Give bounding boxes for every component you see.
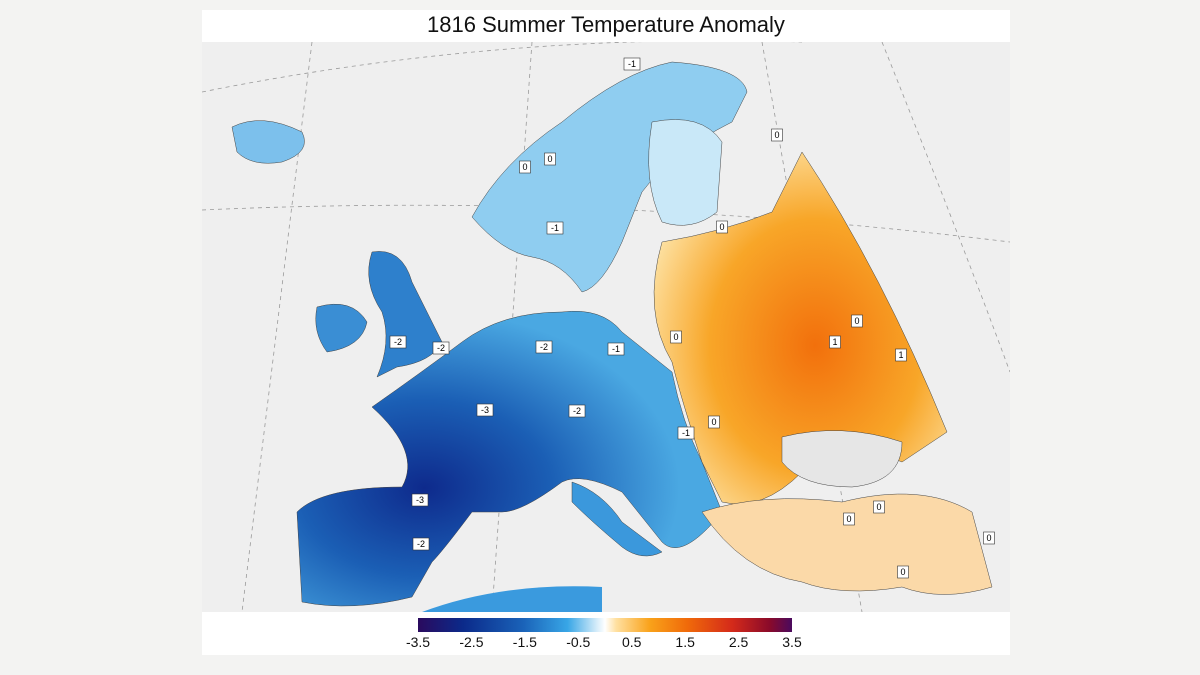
contour-label-text: 0 bbox=[673, 332, 678, 342]
contour-label-text: -1 bbox=[551, 223, 559, 233]
contour-label: 0 bbox=[873, 500, 885, 514]
contour-label: 0 bbox=[544, 152, 556, 166]
ireland bbox=[315, 303, 368, 353]
contour-label: 0 bbox=[708, 415, 720, 429]
contour-label-text: -2 bbox=[417, 539, 425, 549]
contour-label-text: 0 bbox=[900, 567, 905, 577]
europe-map: -1 0 0 0 -1 0 0 0 1 1 -2 -2 -2 -1 -3 -2 -1 0 -3 -2 0 0 0 0 bbox=[202, 42, 1010, 612]
contour-label: 0 bbox=[771, 128, 783, 142]
contour-label: -1 bbox=[623, 57, 641, 71]
western-europe bbox=[296, 311, 723, 607]
contour-label: -2 bbox=[389, 335, 407, 349]
north-africa bbox=[422, 586, 602, 612]
contour-label-text: 0 bbox=[774, 130, 779, 140]
contour-label-text: 0 bbox=[719, 222, 724, 232]
contour-label: 0 bbox=[716, 220, 728, 234]
contour-label-text: -2 bbox=[437, 343, 445, 353]
colorbar-tick-label: -1.5 bbox=[512, 634, 537, 650]
italy bbox=[571, 481, 663, 557]
contour-label-text: -3 bbox=[416, 495, 424, 505]
finland bbox=[648, 119, 723, 226]
colorbar-tick-label: 3.5 bbox=[782, 634, 802, 650]
contour-label-text: 0 bbox=[846, 514, 851, 524]
contour-label-text: -2 bbox=[540, 342, 548, 352]
colorbar-tick-label: -0.5 bbox=[566, 634, 591, 650]
contour-label-text: 1 bbox=[898, 350, 903, 360]
colorbar bbox=[418, 618, 792, 632]
contour-label: -3 bbox=[476, 403, 494, 417]
figure: 1816 Summer Temperature Anomaly bbox=[202, 10, 1010, 655]
contour-label: 0 bbox=[843, 512, 855, 526]
colorbar-tick-label: 2.5 bbox=[728, 634, 749, 650]
contour-label-text: -2 bbox=[394, 337, 402, 347]
contour-label: -1 bbox=[546, 221, 564, 235]
colorbar-tick-label: -2.5 bbox=[459, 634, 484, 650]
iceland bbox=[231, 120, 305, 164]
contour-label: 0 bbox=[519, 160, 531, 174]
contour-label: 0 bbox=[983, 531, 995, 545]
map-title: 1816 Summer Temperature Anomaly bbox=[427, 12, 785, 37]
contour-label-text: 0 bbox=[547, 154, 552, 164]
colorbar-tick-label: -3.5 bbox=[405, 634, 431, 650]
contour-label: -1 bbox=[607, 342, 625, 356]
great-britain bbox=[368, 251, 443, 378]
contour-label: -3 bbox=[411, 493, 429, 507]
contour-label-text: -1 bbox=[682, 428, 690, 438]
balkans-anatolia bbox=[701, 493, 993, 595]
contour-label: 0 bbox=[897, 565, 909, 579]
contour-label-text: 0 bbox=[876, 502, 881, 512]
contour-label: -1 bbox=[677, 426, 695, 440]
contour-label-text: -1 bbox=[612, 344, 620, 354]
contour-label: -2 bbox=[412, 537, 430, 551]
contour-label: -2 bbox=[535, 340, 553, 354]
contour-label-text: -2 bbox=[573, 406, 581, 416]
contour-label: 0 bbox=[670, 330, 682, 344]
contour-label: 1 bbox=[829, 335, 841, 349]
contour-label-text: 0 bbox=[711, 417, 716, 427]
colorbar-tick-label: 0.5 bbox=[621, 634, 642, 650]
contour-label-text: 0 bbox=[522, 162, 527, 172]
contour-label-text: -1 bbox=[628, 59, 636, 69]
contour-labels: -1 0 0 0 -1 0 0 0 1 1 -2 -2 -2 -1 -3 -2 -1 0 -3 -2 0 0 0 0 bbox=[389, 57, 995, 579]
black-sea bbox=[781, 430, 903, 488]
colorbar-tick-label: 1.5 bbox=[675, 634, 695, 650]
contour-label-text: 0 bbox=[986, 533, 991, 543]
contour-label: -2 bbox=[432, 341, 450, 355]
contour-label-text: -3 bbox=[481, 405, 489, 415]
contour-label: 1 bbox=[895, 348, 907, 362]
contour-label-text: 0 bbox=[854, 316, 859, 326]
contour-label: 0 bbox=[851, 314, 863, 328]
contour-label: -2 bbox=[568, 404, 586, 418]
contour-label-text: 1 bbox=[832, 337, 837, 347]
